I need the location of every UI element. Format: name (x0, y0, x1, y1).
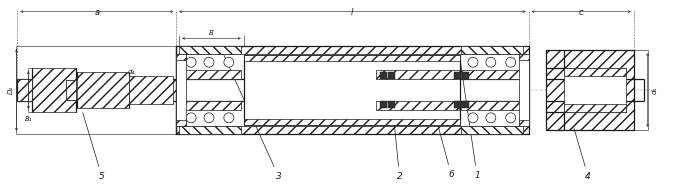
Polygon shape (244, 119, 460, 125)
Text: d₂: d₂ (296, 80, 304, 86)
Text: 5: 5 (83, 112, 105, 181)
Bar (244, 55, 460, 125)
Polygon shape (57, 79, 176, 101)
Circle shape (204, 113, 214, 123)
Bar (518, 54, 529, 126)
Circle shape (486, 57, 496, 67)
Polygon shape (176, 126, 529, 134)
Text: d₄: d₄ (128, 69, 135, 75)
Bar (387, 101, 395, 108)
Polygon shape (176, 120, 186, 126)
Polygon shape (18, 79, 32, 101)
Bar (547, 50, 634, 130)
Circle shape (486, 113, 496, 123)
Text: 4: 4 (574, 128, 591, 181)
Text: 6: 6 (420, 59, 454, 179)
Polygon shape (244, 55, 460, 61)
Polygon shape (32, 68, 76, 112)
Bar (176, 46, 529, 134)
Text: 1: 1 (460, 55, 480, 180)
Bar (176, 79, 529, 101)
Polygon shape (128, 76, 173, 104)
Bar (454, 101, 461, 108)
Circle shape (186, 113, 196, 123)
Polygon shape (179, 70, 241, 79)
Bar (462, 101, 469, 108)
Polygon shape (176, 46, 529, 54)
Bar (462, 72, 469, 79)
Polygon shape (66, 80, 76, 100)
Text: l: l (351, 8, 354, 17)
Polygon shape (518, 120, 529, 126)
Text: 3: 3 (222, 51, 281, 181)
Bar (66, 80, 76, 100)
Circle shape (224, 57, 234, 67)
Bar (379, 101, 387, 108)
Polygon shape (461, 126, 522, 134)
Text: 2: 2 (390, 80, 402, 181)
Polygon shape (564, 104, 626, 112)
Bar (379, 72, 387, 79)
Bar (564, 68, 626, 112)
Polygon shape (179, 46, 241, 54)
Circle shape (204, 57, 214, 67)
Text: a: a (95, 8, 99, 17)
Bar (387, 72, 395, 79)
Text: c: c (579, 8, 583, 17)
Circle shape (468, 113, 478, 123)
Polygon shape (376, 101, 459, 110)
Text: d₂: d₂ (386, 80, 394, 86)
Circle shape (186, 57, 196, 67)
Polygon shape (376, 70, 459, 79)
Polygon shape (461, 46, 522, 54)
Polygon shape (179, 126, 241, 134)
Polygon shape (461, 70, 522, 79)
Text: B₁: B₁ (24, 116, 32, 122)
Polygon shape (179, 101, 241, 110)
Text: D₂: D₂ (7, 86, 14, 94)
Circle shape (468, 57, 478, 67)
Circle shape (506, 113, 516, 123)
Polygon shape (461, 101, 522, 110)
Polygon shape (518, 54, 529, 60)
Text: d₅: d₅ (651, 86, 657, 94)
Polygon shape (547, 50, 634, 130)
Polygon shape (77, 72, 128, 108)
Bar (454, 72, 461, 79)
Circle shape (224, 113, 234, 123)
Bar (176, 54, 186, 126)
Text: B: B (209, 30, 214, 36)
Polygon shape (176, 54, 186, 60)
Circle shape (506, 57, 516, 67)
Polygon shape (564, 68, 626, 76)
